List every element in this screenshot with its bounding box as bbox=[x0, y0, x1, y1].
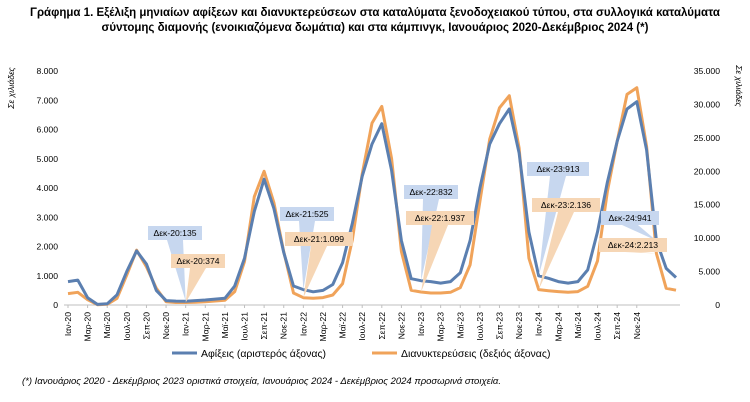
callout-label: Δεκ-23:913 bbox=[536, 164, 579, 174]
callout-label: Δεκ-20:374 bbox=[176, 256, 219, 266]
callouts: Δεκ-20:135 Δεκ-20:374 Δεκ-21:525 Δεκ-21:1.0… bbox=[148, 162, 667, 303]
callout: Δεκ-20:374 bbox=[171, 254, 225, 303]
callout-pointer bbox=[625, 252, 657, 254]
x-tick-label: Ιουλ-21 bbox=[240, 312, 250, 341]
left-tick-label: 3.000 bbox=[36, 212, 58, 222]
chart-title: Γράφημα 1. Εξέλιξη μηνιαίων αφίξεων και … bbox=[0, 6, 750, 36]
callout-box bbox=[406, 211, 474, 225]
chart-title-line1: Γράφημα 1. Εξέλιξη μηνιαίων αφίξεων και … bbox=[30, 7, 720, 19]
legend: Αφίξεις (αριστερός άξονας) Διανυκτερεύσε… bbox=[172, 348, 550, 360]
x-axis: Ιαν-20 Μαρ-20 Μαϊ-20 Ιουλ-20 Σεπ-20 Νοε-20 Ιαν… bbox=[63, 304, 680, 342]
callout: Δεκ-22:1.937 bbox=[406, 211, 474, 293]
callout-label: Δεκ-22:1.937 bbox=[415, 213, 465, 223]
right-axis-ticks: 0 5.000 10.000 15.000 20.000 25.000 30.000 35.0… bbox=[694, 66, 721, 310]
callout-pointer bbox=[538, 176, 566, 276]
x-tick-label: Μαρ-22 bbox=[318, 312, 328, 342]
callout-pointer bbox=[538, 212, 574, 290]
x-tick-label: Ιαν-24 bbox=[534, 312, 544, 336]
x-tick-label: Μαϊ-22 bbox=[338, 312, 348, 339]
left-tick-label: 7.000 bbox=[36, 95, 58, 105]
callout-box bbox=[532, 198, 600, 212]
callout-label: Δεκ-24:2.213 bbox=[608, 240, 658, 250]
x-tick-label: Νοε-22 bbox=[396, 312, 406, 339]
callout-pointer bbox=[167, 240, 186, 302]
x-tick-label: Σεπ-20 bbox=[141, 312, 151, 340]
callout: Δεκ-24:2.213 bbox=[599, 238, 667, 254]
callout-label: Δεκ-20:135 bbox=[153, 228, 196, 238]
right-tick-label: 15.000 bbox=[694, 200, 721, 210]
callout-box bbox=[404, 185, 458, 199]
x-tick-label: Μαϊ-21 bbox=[220, 312, 230, 339]
legend-label-arrivals: Αφίξεις (αριστερός άξονας) bbox=[201, 348, 326, 360]
footnote: (*) Ιανουάριος 2020 - Δεκέμβριος 2023 ορ… bbox=[22, 376, 501, 387]
callout-box bbox=[527, 162, 589, 176]
right-axis-title: Σε χιλιάδες bbox=[734, 64, 744, 107]
callout-box bbox=[601, 211, 659, 225]
x-tick-label: Νοε-21 bbox=[279, 312, 289, 339]
callout-pointer bbox=[185, 268, 206, 303]
callout: Δεκ-21:1.099 bbox=[285, 232, 353, 298]
callout-label: Δεκ-23:2.136 bbox=[541, 200, 591, 210]
callout-box bbox=[285, 232, 353, 246]
x-tick-label: Νοε-23 bbox=[514, 312, 524, 339]
x-tick-label: Μαϊ-20 bbox=[102, 312, 112, 339]
right-tick-label: 35.000 bbox=[694, 66, 721, 76]
right-tick-label: 30.000 bbox=[694, 99, 721, 109]
callout-pointer bbox=[303, 246, 327, 298]
left-tick-label: 4.000 bbox=[36, 183, 58, 193]
right-tick-label: 25.000 bbox=[694, 133, 721, 143]
x-tick-label: Νοε-24 bbox=[632, 312, 642, 339]
x-tick-label: Ιουλ-20 bbox=[122, 312, 132, 341]
callout-box bbox=[171, 254, 225, 268]
x-tick-label: Σεπ-22 bbox=[377, 312, 387, 340]
callout-box bbox=[599, 238, 667, 252]
callout-pointer bbox=[622, 225, 657, 241]
callout-pointer bbox=[421, 225, 448, 293]
x-tick-label: Ιαν-23 bbox=[416, 312, 426, 336]
right-tick-label: 5.000 bbox=[698, 267, 720, 277]
right-tick-label: 20.000 bbox=[694, 166, 721, 176]
legend-label-overnights: Διανυκτερεύσεις (δεξιός άξονας) bbox=[401, 348, 550, 360]
x-tick-label: Σεπ-23 bbox=[494, 312, 504, 340]
left-axis-ticks: 0 1.000 2.000 3.000 4.000 5.000 6.000 7.000 8.00… bbox=[36, 66, 58, 310]
x-tick-label: Ιουλ-24 bbox=[593, 312, 603, 341]
arrivals-line bbox=[67, 100, 678, 306]
chart-title-line2: σύντομης διαμονής (ενοικιαζόμενα δωμάτια… bbox=[101, 22, 649, 34]
x-tick-label: Ιουλ-22 bbox=[357, 312, 367, 341]
left-tick-label: 2.000 bbox=[36, 242, 58, 252]
callout-box bbox=[148, 226, 202, 240]
x-tick-label: Μαρ-23 bbox=[436, 312, 446, 342]
callout: Δεκ-23:913 bbox=[527, 162, 589, 276]
left-tick-label: 5.000 bbox=[36, 154, 58, 164]
x-tick-label: Ιαν-20 bbox=[63, 312, 73, 336]
x-tick-label: Ιαν-21 bbox=[181, 312, 191, 336]
series-lines bbox=[67, 86, 678, 307]
x-tick-label: Ιουλ-23 bbox=[475, 312, 485, 341]
left-tick-label: 0 bbox=[53, 300, 58, 310]
callout: Δεκ-23:2.136 bbox=[532, 198, 600, 290]
x-tick-label: Ιαν-22 bbox=[298, 312, 308, 336]
left-tick-label: 6.000 bbox=[36, 125, 58, 135]
callout-label: Δεκ-21:1.099 bbox=[294, 234, 344, 244]
x-tick-label: Μαϊ-23 bbox=[455, 312, 465, 339]
x-tick-label: Σεπ-24 bbox=[612, 312, 622, 340]
callout: Δεκ-24:941 bbox=[601, 211, 659, 241]
callout-box bbox=[280, 207, 334, 221]
x-tick-label: Νοε-20 bbox=[161, 312, 171, 339]
x-tick-label: Μαρ-21 bbox=[200, 312, 210, 342]
x-tick-label: Σεπ-21 bbox=[259, 312, 269, 340]
x-tick-label: Μαρ-24 bbox=[553, 312, 563, 342]
callout-label: Δεκ-24:941 bbox=[608, 213, 651, 223]
callout-label: Δεκ-21:525 bbox=[285, 209, 328, 219]
left-tick-label: 8.000 bbox=[36, 66, 58, 76]
right-tick-label: 0 bbox=[715, 300, 720, 310]
left-tick-label: 1.000 bbox=[36, 271, 58, 281]
callout-label: Δεκ-22:832 bbox=[409, 187, 452, 197]
x-tick-label: Μαϊ-24 bbox=[573, 312, 583, 339]
x-tick-label: Μαρ-20 bbox=[83, 312, 93, 342]
right-tick-label: 10.000 bbox=[694, 233, 721, 243]
left-axis-title: Σε χιλιάδες bbox=[6, 66, 16, 109]
